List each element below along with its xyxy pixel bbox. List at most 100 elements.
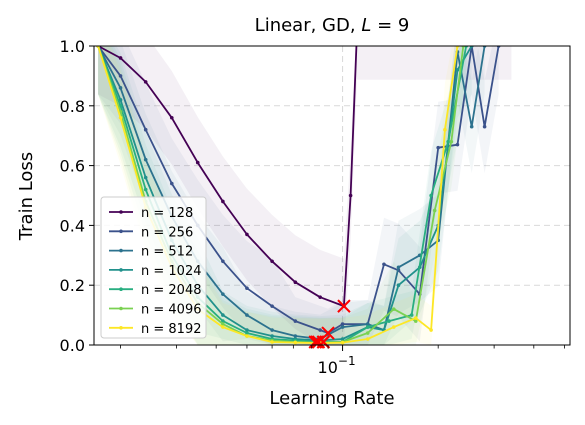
legend-swatch-point-5: [119, 306, 123, 311]
legend-label-4: n = 2048: [141, 283, 201, 298]
series-4-point-5: [221, 319, 225, 323]
series-2-point-2: [143, 157, 148, 162]
series-1-point-7: [270, 304, 274, 308]
series-0-point-4: [195, 160, 200, 165]
series-5-point-13: [413, 319, 418, 323]
series-2-point-7: [270, 328, 274, 332]
legend-swatch-point-6: [119, 326, 123, 330]
series-4-point-11: [365, 325, 370, 329]
min-marker-5-stroke-b: [310, 335, 324, 349]
min-marker-4: [311, 335, 326, 349]
y-tick-label-1: 0.2: [60, 276, 85, 295]
x-axis-label: Learning Rate: [269, 388, 394, 409]
series-4-point-2: [143, 187, 148, 192]
series-0-point-11: [348, 193, 353, 198]
legend-swatch-point-0: [119, 210, 123, 214]
series-6-point-10: [340, 340, 345, 345]
min-marker-6-stroke-b: [308, 335, 322, 349]
series-0-point-7: [270, 259, 274, 264]
series-4-point-14: [429, 193, 433, 198]
series-0-point-6: [245, 232, 249, 237]
plot-frame: [93, 45, 571, 346]
series-0-point-8: [293, 280, 298, 285]
y-axis-ticks: 0.0 0.2 0.4 0.6 0.8 1.0: [60, 37, 94, 355]
legend-label-5: n = 4096: [141, 303, 201, 318]
legend-swatch-point-3: [119, 268, 123, 272]
legend-swatch-point-4: [119, 287, 123, 292]
series-3-point-13: [396, 283, 401, 288]
series-2-point-17: [469, 124, 474, 129]
series-2-point-6: [245, 313, 249, 317]
series-6-point-12: [392, 325, 396, 329]
legend-label-2: n = 512: [141, 245, 193, 260]
series-5-point-12: [392, 307, 396, 311]
legend-label-1: n = 256: [141, 225, 193, 240]
series-0-point-9: [318, 295, 322, 299]
legend: n = 128 n = 256 n = 512 n = 1024 n = 2048 n =…: [100, 196, 207, 339]
series-2-point-1: [118, 86, 123, 90]
x-tick-label-0: 10−1: [318, 354, 356, 377]
series-6-point-8: [293, 340, 298, 345]
series-6-point-7: [270, 340, 274, 344]
legend-label-0: n = 128: [141, 206, 193, 221]
series-0-point-3: [169, 115, 174, 120]
series-2-point-13: [396, 265, 401, 270]
min-marker-0-stroke-b: [337, 299, 351, 313]
series-4-point-12: [387, 319, 391, 323]
series-6-point-5: [221, 325, 225, 329]
series-6-point-6: [245, 334, 249, 338]
series-1-point-13: [382, 262, 386, 267]
y-axis-label: Train Loss: [16, 152, 37, 241]
series-6-point-1: [118, 115, 123, 120]
series-1-point-6: [245, 286, 249, 290]
y-tick-label-3: 0.6: [60, 157, 85, 176]
series-1-point-3: [169, 181, 174, 186]
series-2-point-8: [293, 334, 298, 338]
series-6-point-15: [443, 127, 447, 132]
series-1-point-19: [482, 124, 487, 129]
series-4-point-6: [245, 331, 249, 335]
series-1-point-2: [143, 127, 148, 132]
series-2-point-5: [221, 292, 225, 296]
series-3-point-6: [245, 328, 249, 332]
series-3-point-1: [118, 98, 123, 102]
series-4-point-15: [446, 139, 450, 144]
series-3-point-7: [270, 334, 274, 338]
legend-swatch-point-2: [119, 248, 123, 253]
min-marker-0: [337, 299, 351, 313]
series-1-point-1: [118, 74, 123, 78]
series-0-point-1: [118, 56, 123, 60]
series-1-point-8: [293, 319, 298, 323]
series-6-point-11: [365, 337, 370, 341]
series-4-point-13: [409, 313, 414, 317]
chart-title: Linear, GD, L = 9: [255, 15, 410, 36]
legend-box: [100, 196, 207, 339]
series-5-point-5: [221, 322, 225, 326]
y-tick-label-5: 1.0: [60, 37, 85, 56]
legend-swatch-point-1: [119, 229, 123, 234]
y-tick-label-2: 0.4: [60, 216, 85, 235]
series-6-point-13: [413, 316, 418, 320]
legend-label-3: n = 1024: [141, 264, 201, 279]
series-3-point-16: [455, 68, 460, 72]
legend-label-6: n = 8192: [141, 322, 201, 337]
series-1-point-16: [436, 145, 440, 150]
series-1-point-9: [318, 328, 322, 332]
series-3-point-10: [340, 337, 345, 341]
y-tick-label-4: 0.8: [60, 97, 85, 116]
series-3-point-2: [143, 175, 148, 180]
min-markers: [308, 299, 351, 349]
series-1-point-11: [340, 322, 345, 326]
series-5-point-14: [432, 208, 437, 213]
min-marker-6: [308, 335, 322, 349]
y-tick-label-0: 0.0: [60, 336, 85, 355]
series-3-point-5: [221, 313, 225, 317]
series-5-point-11: [365, 331, 370, 335]
min-marker-5: [310, 335, 324, 349]
series-1-point-5: [221, 259, 225, 264]
series-2-point-11: [365, 322, 370, 326]
series-5-point-15: [449, 139, 454, 144]
series-0-point-2: [143, 80, 148, 84]
